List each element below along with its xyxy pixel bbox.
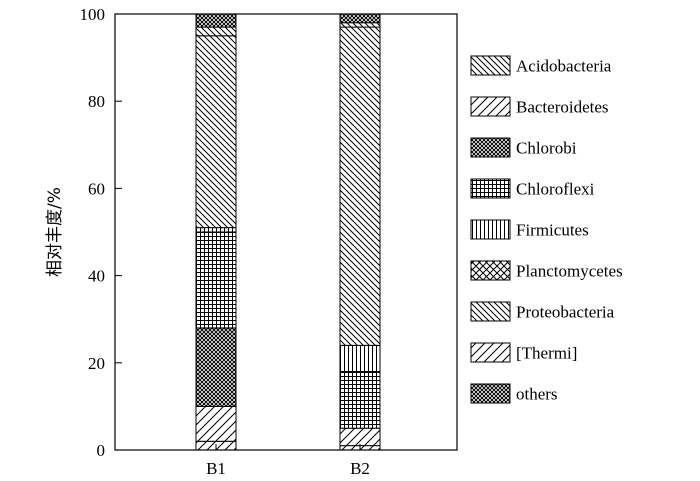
legend-item: others	[470, 383, 558, 404]
x-tick-label: B2	[350, 459, 370, 478]
bar-segment-b2-chloroflexi	[339, 371, 381, 429]
bar-segment-b1-bacteroidetes	[195, 405, 237, 442]
x-tick-label: B1	[206, 459, 226, 478]
legend-label: Acidobacteria	[516, 57, 612, 76]
plot-frame	[114, 13, 458, 451]
bar-segment-b2-acidobacteria	[339, 22, 381, 28]
bar-segment-b1-firmicutes	[195, 227, 237, 233]
bar-segment-b1-proteobacteria	[195, 35, 237, 229]
y-tick-label: 60	[88, 179, 105, 198]
legend-item: Planctomycetes	[470, 260, 623, 281]
legend-swatch	[470, 301, 511, 322]
bar-segment-b1-others	[195, 13, 237, 28]
bar-segment-b2-bacteroidetes	[339, 427, 381, 447]
legend-item: Chloroflexi	[470, 178, 595, 199]
legend-label: [Thermi]	[516, 344, 577, 363]
legend-label: Proteobacteria	[516, 303, 615, 322]
legend-swatch	[470, 219, 511, 240]
bar-segment-b1-chlorobi	[195, 327, 237, 407]
y-tick-label: 40	[88, 267, 105, 286]
legend: Acidobacteria Bacteroidetes Chlorobi Chloro…	[470, 55, 623, 404]
legend-label: Firmicutes	[516, 221, 589, 240]
legend-label: Chloroflexi	[516, 180, 595, 199]
legend-item: Chlorobi	[470, 137, 577, 158]
legend-swatch	[470, 178, 511, 199]
y-tick-label: 80	[88, 92, 105, 111]
bar-segment-b2-firmicutes	[339, 344, 381, 373]
legend-swatch	[470, 137, 511, 158]
plot-area: B1 B2 0 20 40 60 80 100	[80, 5, 458, 478]
legend-item: [Thermi]	[470, 342, 577, 363]
legend-swatch	[470, 342, 511, 363]
legend-label: Chlorobi	[516, 139, 577, 158]
y-tick-label: 20	[88, 354, 105, 373]
legend-label: others	[516, 385, 558, 404]
legend-swatch	[470, 260, 511, 281]
legend-label: Bacteroidetes	[516, 98, 609, 117]
legend-item: Acidobacteria	[470, 55, 612, 76]
bar-segment-b2-others	[339, 13, 381, 24]
y-tick-label: 0	[97, 441, 106, 460]
bar-segment-b2-proteobacteria	[339, 26, 381, 346]
bar-segment-b1-chloroflexi	[195, 231, 237, 329]
legend-swatch	[470, 96, 511, 117]
legend-item: Proteobacteria	[470, 301, 615, 322]
y-axis-label: 相对丰度/%	[45, 187, 65, 277]
legend-item: Bacteroidetes	[470, 96, 609, 117]
legend-item: Firmicutes	[470, 219, 589, 240]
y-tick-label: 100	[80, 5, 106, 24]
bar-segment-b1-acidobacteria	[195, 26, 237, 37]
legend-label: Planctomycetes	[516, 262, 623, 281]
legend-swatch	[470, 383, 511, 404]
legend-swatch	[470, 55, 511, 76]
